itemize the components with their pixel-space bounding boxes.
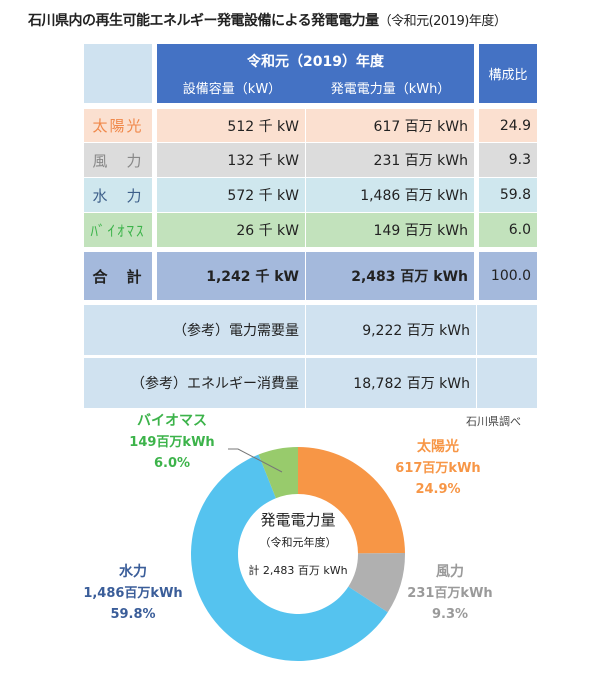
ref-consumption-value: 18,782 百万 kWh — [306, 358, 476, 408]
title-sub: （令和元(2019)年度） — [378, 14, 507, 29]
slice-name: 太陽光 — [417, 439, 459, 455]
row-ratio: 9.3 — [479, 143, 537, 177]
row-label: ﾊﾞｲｵﾏｽ — [84, 213, 152, 247]
slice-percent-label: 59.8% — [110, 607, 156, 622]
header-generation: 発電電力量（kWh） — [330, 82, 451, 97]
title-main: 石川県内の再生可能エネルギー発電設備による発電電力量 — [28, 13, 379, 29]
ref-demand-value: 9,222 百万 kWh — [306, 305, 476, 355]
row-generation: 231 百万 kWh — [306, 143, 474, 177]
slice-label-3: バイオマス 149百万kWh 6.0% — [112, 411, 232, 474]
header-corner — [84, 44, 152, 103]
slice-value-label: 1,486百万kWh — [83, 586, 183, 601]
donut-center-center_total: 計 2,483 百万 kWh — [248, 563, 347, 577]
row-capacity: 512 千 kW — [157, 109, 305, 142]
donut-slice-2 — [191, 454, 388, 661]
header-year: 令和元（2019）年度 — [247, 54, 384, 70]
biomass-leader-line — [228, 448, 283, 473]
row-generation: 1,486 百万 kWh — [306, 178, 474, 212]
header-year-block: 令和元（2019）年度 設備容量（kW） 発電電力量（kWh） — [157, 44, 474, 103]
row-label: 風 力 — [84, 143, 152, 177]
page-title: 石川県内の再生可能エネルギー発電設備による発電電力量（令和元(2019)年度） — [28, 10, 507, 30]
total-label: 合 計 — [84, 252, 152, 300]
header-ratio: 構成比 — [479, 44, 537, 103]
source-note: 石川県調べ — [466, 415, 521, 428]
row-label: 水 力 — [84, 178, 152, 212]
row-ratio: 6.0 — [479, 213, 537, 247]
row-ratio: 59.8 — [479, 178, 537, 212]
slice-label-2: 水力 1,486百万kWh 59.8% — [73, 562, 193, 625]
ref-demand-label: （参考）電力需要量 — [84, 305, 305, 355]
slice-value-label: 231百万kWh — [407, 586, 493, 601]
row-capacity: 572 千 kW — [157, 178, 305, 212]
slice-percent-label: 6.0% — [153, 456, 191, 471]
header-capacity: 設備容量（kW） — [182, 82, 282, 97]
row-label: 太陽光 — [84, 109, 152, 142]
row-ratio: 24.9 — [479, 109, 537, 142]
donut-slice-3 — [258, 447, 298, 499]
row-capacity: 26 千 kW — [157, 213, 305, 247]
slice-value-label: 617百万kWh — [395, 461, 481, 476]
slice-label-0: 太陽光 617百万kWh 24.9% — [378, 437, 498, 500]
total-generation: 2,483 百万 kWh — [306, 252, 474, 300]
total-capacity: 1,242 千 kW — [157, 252, 305, 300]
donut-center-subtitle: （令和元年度） — [260, 535, 337, 549]
slice-percent-label: 9.3% — [431, 607, 469, 622]
donut-center-title: 発電電力量 — [260, 511, 335, 529]
slice-label-1: 風力 231百万kWh 9.3% — [390, 562, 510, 625]
slice-name: 風力 — [436, 564, 464, 580]
row-generation: 617 百万 kWh — [306, 109, 474, 142]
ref-consumption-label: （参考）エネルギー消費量 — [84, 358, 305, 408]
slice-name: 水力 — [119, 564, 147, 580]
ref-consumption-empty — [477, 358, 537, 408]
slice-value-label: 149百万kWh — [129, 435, 215, 450]
slice-percent-label: 24.9% — [415, 482, 461, 497]
row-generation: 149 百万 kWh — [306, 213, 474, 247]
ref-demand-empty — [477, 305, 537, 355]
donut-slice-0 — [298, 447, 405, 554]
donut-slice-1 — [348, 552, 405, 613]
total-ratio: 100.0 — [479, 252, 537, 300]
slice-name: バイオマス — [137, 413, 207, 429]
row-capacity: 132 千 kW — [157, 143, 305, 177]
